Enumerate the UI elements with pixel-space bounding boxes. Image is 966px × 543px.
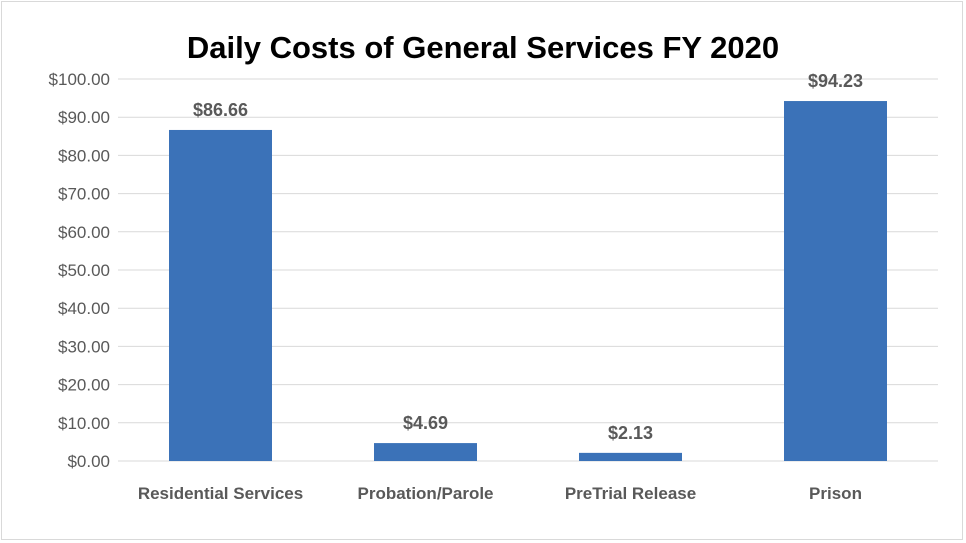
x-category-label: Residential Services: [138, 484, 303, 503]
y-tick-label: $100.00: [49, 70, 110, 89]
y-tick-label: $30.00: [58, 337, 110, 356]
data-label: $2.13: [608, 423, 653, 443]
data-label: $86.66: [193, 100, 248, 120]
x-axis-categories: Residential Services Probation/Parole PreT…: [138, 484, 862, 503]
bar: [784, 101, 887, 462]
y-tick-label: $70.00: [58, 185, 110, 204]
y-tick-label: $10.00: [58, 414, 110, 433]
y-tick-label: $50.00: [58, 261, 110, 280]
x-category-label: Prison: [809, 484, 862, 503]
data-label: $94.23: [808, 71, 863, 91]
y-tick-label: $0.00: [67, 452, 110, 471]
y-tick-label: $90.00: [58, 108, 110, 127]
data-label: $4.69: [403, 413, 448, 433]
y-tick-label: $60.00: [58, 223, 110, 242]
y-axis-ticks: $0.00 $10.00 $20.00 $30.00 $40.00 $50.00 $60.0…: [49, 70, 110, 471]
y-tick-label: $80.00: [58, 146, 110, 165]
chart-title: Daily Costs of General Services FY 2020: [186, 30, 780, 65]
x-category-label: Probation/Parole: [357, 484, 493, 503]
bar: [579, 452, 682, 461]
bar: [374, 443, 477, 461]
y-tick-label: $20.00: [58, 376, 110, 395]
bars: [169, 101, 887, 462]
y-tick-label: $40.00: [58, 299, 110, 318]
x-category-label: PreTrial Release: [565, 484, 696, 503]
data-labels: $86.66 $4.69 $2.13 $94.23: [193, 71, 863, 443]
bar: [169, 129, 272, 461]
